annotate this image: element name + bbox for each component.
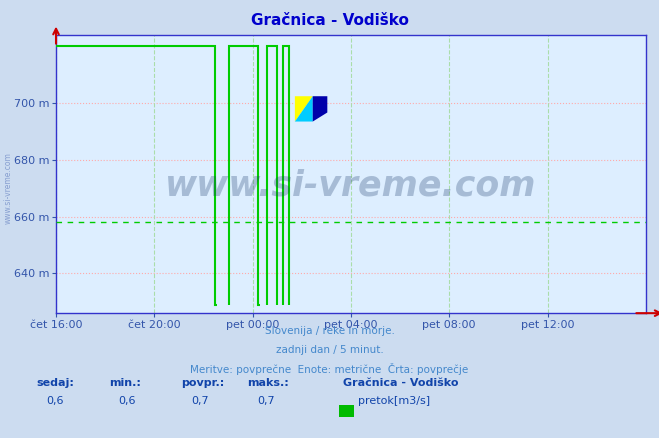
Text: Gračnica - Vodiško: Gračnica - Vodiško (250, 13, 409, 28)
Text: 0,6: 0,6 (119, 396, 136, 406)
Text: povpr.:: povpr.: (181, 378, 225, 388)
Text: min.:: min.: (109, 378, 140, 388)
Text: 0,6: 0,6 (46, 396, 64, 406)
Text: Gračnica - Vodiško: Gračnica - Vodiško (343, 378, 458, 388)
Text: www.si-vreme.com: www.si-vreme.com (165, 168, 536, 202)
Polygon shape (295, 96, 313, 121)
Text: 0,7: 0,7 (257, 396, 275, 406)
Text: Meritve: povprečne  Enote: metrične  Črta: povprečje: Meritve: povprečne Enote: metrične Črta:… (190, 363, 469, 375)
Text: www.si-vreme.com: www.si-vreme.com (3, 152, 13, 224)
Text: sedaj:: sedaj: (36, 378, 74, 388)
Text: pretok[m3/s]: pretok[m3/s] (358, 396, 430, 406)
Polygon shape (295, 96, 313, 121)
Polygon shape (313, 96, 328, 121)
Text: Slovenija / reke in morje.: Slovenija / reke in morje. (264, 326, 395, 336)
Text: zadnji dan / 5 minut.: zadnji dan / 5 minut. (275, 345, 384, 355)
Text: maks.:: maks.: (247, 378, 289, 388)
Text: 0,7: 0,7 (191, 396, 209, 406)
